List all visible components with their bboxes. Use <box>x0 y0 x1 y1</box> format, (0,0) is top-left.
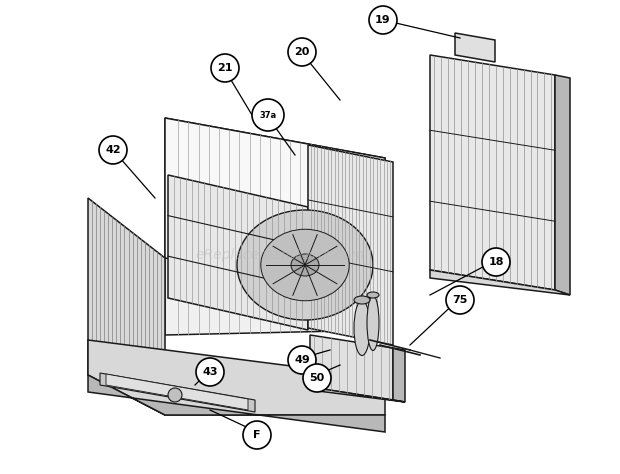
Circle shape <box>369 6 397 34</box>
Ellipse shape <box>261 229 349 301</box>
Polygon shape <box>430 270 570 295</box>
Ellipse shape <box>237 210 373 320</box>
Polygon shape <box>165 118 385 335</box>
Text: 49: 49 <box>294 355 310 365</box>
Ellipse shape <box>354 296 370 304</box>
Text: 21: 21 <box>217 63 232 73</box>
Circle shape <box>168 388 182 402</box>
Polygon shape <box>430 55 555 290</box>
Polygon shape <box>168 175 308 330</box>
Circle shape <box>303 364 331 392</box>
Circle shape <box>482 248 510 276</box>
Polygon shape <box>555 75 570 295</box>
Polygon shape <box>106 374 248 410</box>
Circle shape <box>243 421 271 449</box>
Text: 18: 18 <box>489 257 503 267</box>
Text: 20: 20 <box>294 47 309 57</box>
Circle shape <box>196 358 224 386</box>
Ellipse shape <box>367 292 379 298</box>
Text: F: F <box>253 430 261 440</box>
Circle shape <box>288 346 316 374</box>
Circle shape <box>252 99 284 131</box>
Text: eReplacementParts.com: eReplacementParts.com <box>195 248 365 262</box>
Circle shape <box>99 136 127 164</box>
Polygon shape <box>100 373 255 412</box>
Polygon shape <box>310 335 393 400</box>
Text: 19: 19 <box>375 15 391 25</box>
Ellipse shape <box>354 301 370 356</box>
Text: 37a: 37a <box>259 110 277 119</box>
Ellipse shape <box>291 254 319 276</box>
Circle shape <box>446 286 474 314</box>
Polygon shape <box>88 340 385 415</box>
Polygon shape <box>88 375 385 432</box>
Polygon shape <box>308 145 393 345</box>
Circle shape <box>211 54 239 82</box>
Text: 50: 50 <box>309 373 325 383</box>
Text: 75: 75 <box>453 295 467 305</box>
Polygon shape <box>165 118 385 295</box>
Text: 43: 43 <box>202 367 218 377</box>
Polygon shape <box>88 198 165 415</box>
Polygon shape <box>310 387 405 402</box>
Circle shape <box>288 38 316 66</box>
Polygon shape <box>455 33 495 62</box>
Ellipse shape <box>367 295 379 350</box>
Text: 42: 42 <box>105 145 121 155</box>
Polygon shape <box>393 348 405 402</box>
